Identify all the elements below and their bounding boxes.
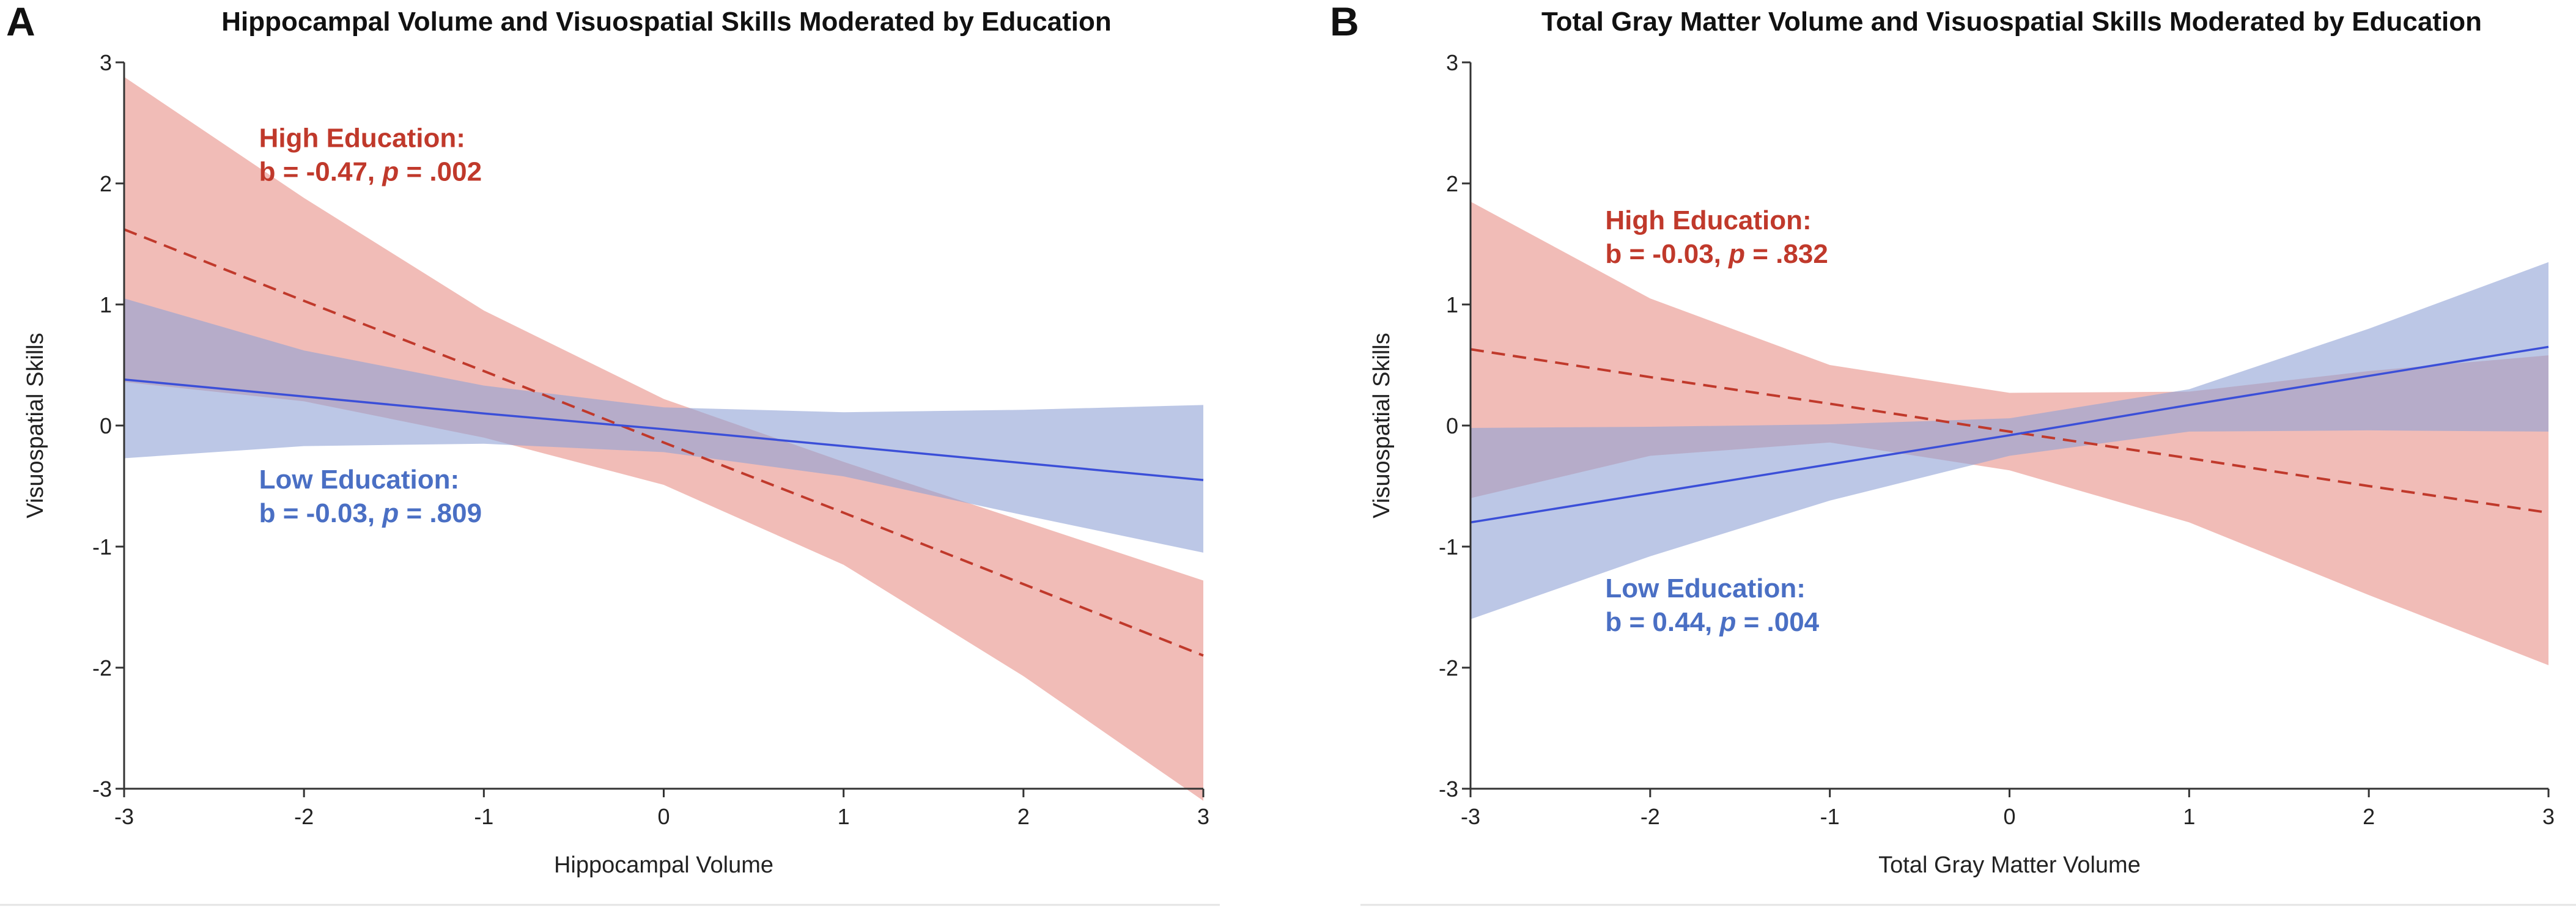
x-tick-label: 2 <box>2363 804 2375 829</box>
fit-line-high-education <box>1470 348 2549 514</box>
y-tick-label: -2 <box>1439 655 1458 680</box>
annotation-p-value: = .002 <box>399 157 482 187</box>
annotation-b-value: b = -0.47, <box>259 157 383 187</box>
annotation-p-value: = .004 <box>1736 607 1819 637</box>
x-tick-label: -2 <box>294 804 314 829</box>
x-tick-label: 0 <box>657 804 670 829</box>
y-tick-label: 3 <box>1446 50 1458 75</box>
annotation-low-education-label: Low Education: <box>259 465 460 495</box>
x-tick-label: -1 <box>474 804 493 829</box>
y-tick-label: 3 <box>100 50 112 75</box>
x-axis-label: Hippocampal Volume <box>554 852 773 878</box>
annotation-high-education-stats: b = -0.03, p = .832 <box>1605 239 1828 269</box>
annotation-high-education-label: High Education: <box>259 124 465 153</box>
panel-b: B Total Gray Matter Volume and Visuospati… <box>1330 0 2555 878</box>
x-tick-label: 1 <box>838 804 850 829</box>
annotation-p-symbol: p <box>1728 239 1745 269</box>
annotation-p-symbol: p <box>1719 607 1736 637</box>
fit-line-low-education <box>124 378 1204 481</box>
y-tick-label: 0 <box>1446 413 1458 438</box>
x-tick-label: 1 <box>2183 804 2195 829</box>
fit-line-low-education <box>1470 345 2549 524</box>
annotation-p-symbol: p <box>382 498 399 528</box>
annotation-low-education-label: Low Education: <box>1605 574 1806 603</box>
x-tick-label: 2 <box>1017 804 1030 829</box>
x-tick-label: -2 <box>1640 804 1660 829</box>
annotation-high-education-label: High Education: <box>1605 205 1811 235</box>
y-tick-label: 1 <box>100 292 112 317</box>
annotation-p-value: = .809 <box>399 498 482 528</box>
panel-letter: A <box>6 0 35 44</box>
annotation-p-symbol: p <box>382 157 399 187</box>
annotation-b-value: b = 0.44, <box>1605 607 1719 637</box>
chart-title: Total Gray Matter Volume and Visuospatia… <box>1541 7 2482 37</box>
ci-band-low-education <box>1471 262 2548 619</box>
annotation-high-education-stats: b = -0.47, p = .002 <box>259 157 482 187</box>
y-tick-label: -1 <box>92 534 112 559</box>
annotation-p-value: = .832 <box>1745 239 1828 269</box>
y-tick-label: -2 <box>92 655 112 680</box>
panel-letter: B <box>1330 0 1359 44</box>
annotation-low-education-stats: b = -0.03, p = .809 <box>259 498 482 528</box>
x-tick-label: 0 <box>2003 804 2015 829</box>
y-tick-label: -1 <box>1439 534 1458 559</box>
y-axis-label: Visuospatial Skills <box>1369 333 1395 518</box>
annotation-b-value: b = -0.03, <box>259 498 383 528</box>
x-tick-label: 3 <box>1197 804 1209 829</box>
annotation-low-education-stats: b = 0.44, p = .004 <box>1605 607 1819 637</box>
y-tick-label: 2 <box>100 171 112 196</box>
x-tick-label: 3 <box>2542 804 2555 829</box>
y-tick-label: 1 <box>1446 292 1458 317</box>
y-tick-label: -3 <box>92 776 112 802</box>
y-tick-label: 2 <box>1446 171 1458 196</box>
x-tick-label: -1 <box>1820 804 1840 829</box>
x-tick-label: -3 <box>114 804 134 829</box>
annotation-b-value: b = -0.03, <box>1605 239 1729 269</box>
panel-a: A Hippocampal Volume and Visuospatial Ski… <box>6 0 1209 878</box>
ci-band-low-education <box>124 298 1203 553</box>
fit-line-high-education <box>124 228 1204 657</box>
chart-title: Hippocampal Volume and Visuospatial Skil… <box>221 7 1112 37</box>
x-axis-label: Total Gray Matter Volume <box>1878 852 2141 878</box>
y-tick-label: 0 <box>100 413 112 438</box>
y-axis-label: Visuospatial Skills <box>23 333 48 518</box>
y-tick-label: -3 <box>1439 776 1458 802</box>
x-tick-label: -3 <box>1461 804 1480 829</box>
